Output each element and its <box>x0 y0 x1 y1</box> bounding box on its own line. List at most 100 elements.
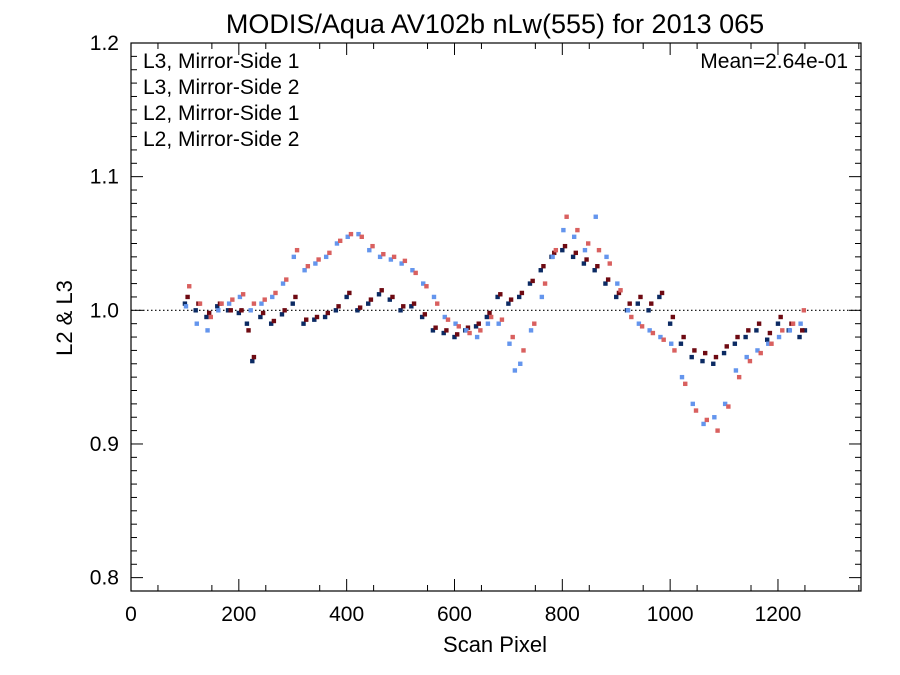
data-point <box>367 247 372 253</box>
data-point <box>571 234 577 240</box>
legend-entry-l2-ms1: L2, Mirror-Side 1 <box>143 102 299 125</box>
data-point <box>736 374 742 380</box>
data-point <box>435 301 440 306</box>
data-point <box>284 277 289 282</box>
data-point <box>465 325 471 330</box>
data-point <box>615 281 620 286</box>
data-point <box>627 301 632 306</box>
data-point <box>527 281 533 286</box>
data-point <box>797 334 802 340</box>
data-point <box>294 247 300 253</box>
x-axis-label: Scan Pixel <box>443 632 547 657</box>
data-point <box>193 308 198 313</box>
data-point <box>444 328 449 333</box>
data-point <box>387 297 392 302</box>
data-point <box>240 292 246 297</box>
data-point <box>562 243 568 249</box>
data-point <box>647 328 652 333</box>
data-point <box>204 314 209 320</box>
data-point <box>603 281 608 286</box>
data-point <box>391 254 397 260</box>
data-point <box>715 428 720 433</box>
data-point <box>230 297 235 302</box>
data-point <box>312 317 317 322</box>
data-point <box>669 341 674 346</box>
x-tick-label: 400 <box>329 603 364 626</box>
y-tick-label: 1.1 <box>90 166 119 189</box>
data-point <box>744 354 749 360</box>
data-point <box>219 301 224 306</box>
data-point <box>239 308 244 313</box>
data-point <box>355 308 360 313</box>
data-point <box>495 294 500 300</box>
data-point <box>704 417 710 423</box>
data-point <box>409 304 414 309</box>
data-point <box>713 354 719 360</box>
data-point <box>560 247 565 253</box>
data-point <box>756 321 762 326</box>
x-tick-label: 600 <box>437 603 472 626</box>
data-point <box>593 214 598 219</box>
data-point <box>442 314 447 320</box>
data-point <box>775 321 781 326</box>
tick-labels: 0 200 400 600 800 1000 1200 0.8 0.9 1.0 1.1 1.2 <box>90 32 802 626</box>
data-point <box>766 341 771 346</box>
data-point <box>550 254 555 260</box>
data-point <box>251 354 257 360</box>
data-point <box>430 328 436 333</box>
data-point <box>689 354 694 360</box>
data-point <box>659 290 665 296</box>
data-point <box>539 294 545 300</box>
data-point <box>301 321 306 326</box>
data-point <box>802 328 808 333</box>
data-point <box>421 281 426 286</box>
data-point <box>690 401 695 407</box>
data-point <box>711 361 716 366</box>
data-point <box>584 257 589 262</box>
data-point <box>381 251 386 257</box>
data-point <box>401 304 406 309</box>
data-point <box>268 321 274 326</box>
data-point <box>670 314 676 320</box>
data-point <box>398 308 403 313</box>
data-point <box>661 337 666 342</box>
data-point <box>388 257 394 262</box>
data-point <box>732 341 738 346</box>
data-point <box>293 294 298 300</box>
data-point <box>258 314 263 320</box>
data-point <box>758 350 763 356</box>
data-point <box>182 301 188 306</box>
data-point <box>259 301 264 306</box>
data-point <box>801 308 807 313</box>
data-point <box>183 304 189 309</box>
data-point <box>208 314 213 320</box>
data-point <box>667 321 673 326</box>
data-point <box>313 261 318 266</box>
data-point <box>582 247 588 253</box>
data-point <box>273 290 278 296</box>
data-point <box>410 268 415 273</box>
data-point <box>553 247 559 253</box>
data-point <box>413 270 418 276</box>
data-point <box>290 301 295 306</box>
data-point <box>262 297 267 302</box>
data-point <box>488 314 494 320</box>
data-point <box>379 288 384 293</box>
data-point <box>411 301 417 306</box>
data-point <box>433 325 438 330</box>
data-point <box>764 337 770 342</box>
data-point <box>334 241 340 246</box>
data-point <box>787 328 793 333</box>
data-point <box>607 261 612 266</box>
data-point <box>518 361 523 366</box>
data-point <box>767 330 773 336</box>
data-point <box>345 234 350 240</box>
data-point <box>282 308 287 313</box>
data-point <box>532 321 537 326</box>
data-point <box>561 227 566 233</box>
data-point <box>726 404 731 409</box>
plot-frame <box>130 42 862 592</box>
data-point <box>445 317 451 322</box>
data-point <box>701 421 706 427</box>
